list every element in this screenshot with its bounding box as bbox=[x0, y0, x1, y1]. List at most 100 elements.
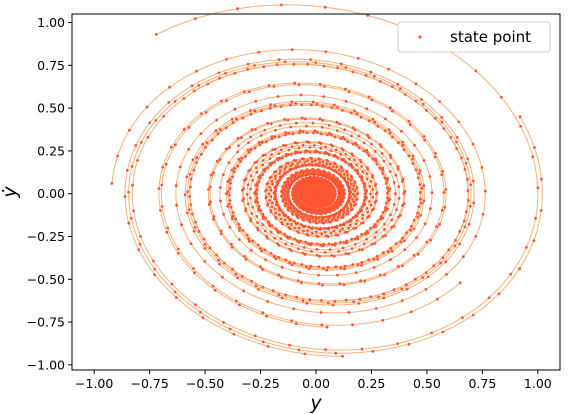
state-point bbox=[215, 159, 219, 163]
state-point bbox=[311, 176, 314, 180]
state-point bbox=[399, 87, 402, 90]
state-point bbox=[247, 141, 250, 145]
state-point bbox=[274, 227, 278, 230]
state-point bbox=[170, 282, 174, 286]
state-point bbox=[300, 116, 304, 120]
state-point bbox=[220, 99, 223, 103]
state-point bbox=[228, 178, 232, 182]
state-point bbox=[302, 246, 306, 249]
state-point bbox=[332, 191, 336, 195]
state-point bbox=[247, 237, 251, 241]
state-point bbox=[244, 209, 247, 213]
state-point bbox=[444, 188, 448, 191]
state-point bbox=[203, 243, 207, 246]
state-point bbox=[319, 146, 323, 150]
state-point bbox=[509, 272, 513, 276]
state-point bbox=[300, 281, 303, 284]
state-point bbox=[374, 159, 378, 163]
state-point bbox=[253, 109, 257, 113]
state-point bbox=[399, 240, 403, 244]
state-point bbox=[204, 146, 207, 149]
state-point bbox=[314, 192, 318, 196]
state-point bbox=[160, 183, 164, 187]
state-point bbox=[327, 181, 331, 185]
state-point bbox=[460, 156, 463, 160]
state-point bbox=[466, 157, 470, 161]
state-point bbox=[325, 158, 329, 162]
state-point bbox=[331, 198, 334, 202]
state-point bbox=[354, 141, 357, 145]
y-tick-label: −1.00 bbox=[27, 357, 65, 372]
state-point bbox=[165, 230, 169, 234]
state-point bbox=[176, 247, 180, 251]
state-point bbox=[305, 180, 309, 183]
state-point bbox=[279, 217, 283, 221]
state-point bbox=[297, 176, 300, 180]
state-point bbox=[317, 141, 321, 144]
legend-marker bbox=[418, 35, 422, 39]
state-point bbox=[318, 151, 322, 155]
state-point bbox=[391, 85, 394, 89]
state-point bbox=[381, 166, 385, 170]
state-point bbox=[364, 74, 368, 77]
state-point bbox=[317, 282, 321, 285]
state-point bbox=[434, 116, 437, 120]
state-point bbox=[307, 203, 311, 207]
state-point bbox=[343, 267, 346, 271]
state-point bbox=[311, 219, 315, 223]
state-point bbox=[422, 159, 426, 162]
state-point bbox=[307, 267, 311, 271]
state-point bbox=[284, 201, 288, 205]
state-point bbox=[327, 171, 331, 175]
state-point bbox=[392, 288, 396, 291]
state-point bbox=[286, 222, 289, 226]
state-point bbox=[237, 157, 241, 161]
state-point bbox=[191, 212, 194, 216]
legend: state point bbox=[397, 21, 551, 53]
state-point bbox=[300, 179, 304, 183]
state-point bbox=[414, 168, 418, 172]
state-point bbox=[291, 162, 294, 166]
state-point bbox=[261, 311, 265, 315]
state-point bbox=[303, 253, 307, 256]
state-point bbox=[410, 224, 413, 228]
state-point bbox=[249, 217, 253, 221]
state-point bbox=[134, 144, 138, 147]
state-point bbox=[279, 3, 283, 7]
x-tick-label: −0.25 bbox=[241, 376, 279, 391]
state-point bbox=[289, 125, 293, 129]
state-point bbox=[363, 279, 367, 283]
state-point bbox=[361, 213, 365, 217]
state-point bbox=[243, 255, 247, 258]
state-point bbox=[137, 248, 141, 252]
state-point bbox=[301, 212, 305, 216]
state-point bbox=[363, 232, 367, 236]
state-point bbox=[193, 226, 197, 229]
state-point bbox=[295, 194, 299, 198]
state-point bbox=[254, 166, 258, 170]
state-point bbox=[276, 181, 280, 185]
state-point bbox=[373, 74, 376, 78]
state-point bbox=[159, 209, 162, 212]
state-point bbox=[347, 163, 351, 167]
state-point bbox=[304, 240, 308, 244]
state-point bbox=[319, 173, 322, 177]
state-point bbox=[407, 119, 411, 123]
state-point bbox=[344, 99, 348, 103]
state-point bbox=[324, 145, 327, 149]
state-point bbox=[256, 221, 259, 225]
state-point bbox=[337, 168, 341, 172]
state-point bbox=[306, 62, 309, 66]
state-point bbox=[305, 140, 309, 144]
state-point bbox=[305, 183, 308, 187]
state-point bbox=[382, 292, 386, 295]
state-point bbox=[197, 84, 201, 87]
state-point bbox=[443, 206, 447, 209]
state-point bbox=[317, 216, 321, 219]
state-point bbox=[313, 159, 317, 163]
state-point bbox=[266, 122, 270, 125]
state-point bbox=[215, 118, 219, 122]
state-point bbox=[407, 154, 411, 158]
state-point bbox=[540, 177, 543, 181]
state-point bbox=[257, 50, 261, 54]
